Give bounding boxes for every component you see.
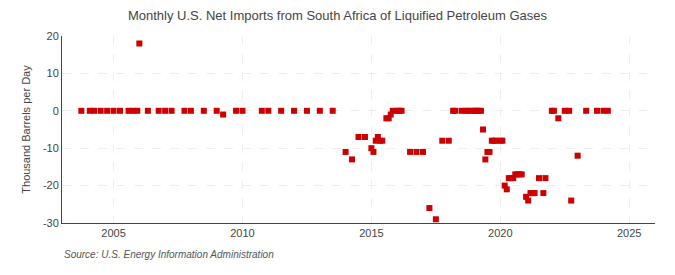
svg-text:2005: 2005: [101, 227, 125, 239]
svg-text:Monthly U.S. Net Imports from: Monthly U.S. Net Imports from South Afri…: [128, 8, 548, 23]
svg-text:-20: -20: [43, 179, 59, 191]
svg-text:2025: 2025: [617, 227, 641, 239]
svg-text:2015: 2015: [359, 227, 383, 239]
svg-text:10: 10: [47, 67, 59, 79]
svg-text:2010: 2010: [230, 227, 254, 239]
svg-text:2020: 2020: [488, 227, 512, 239]
svg-text:20: 20: [47, 30, 59, 42]
svg-text:-30: -30: [43, 217, 59, 229]
svg-text:Thousand Barrels per Day: Thousand Barrels per Day: [20, 65, 32, 194]
svg-text:0: 0: [53, 105, 59, 117]
svg-text:Source: U.S. Energy Informatio: Source: U.S. Energy Information Administ…: [64, 249, 274, 260]
svg-text:-10: -10: [43, 142, 59, 154]
